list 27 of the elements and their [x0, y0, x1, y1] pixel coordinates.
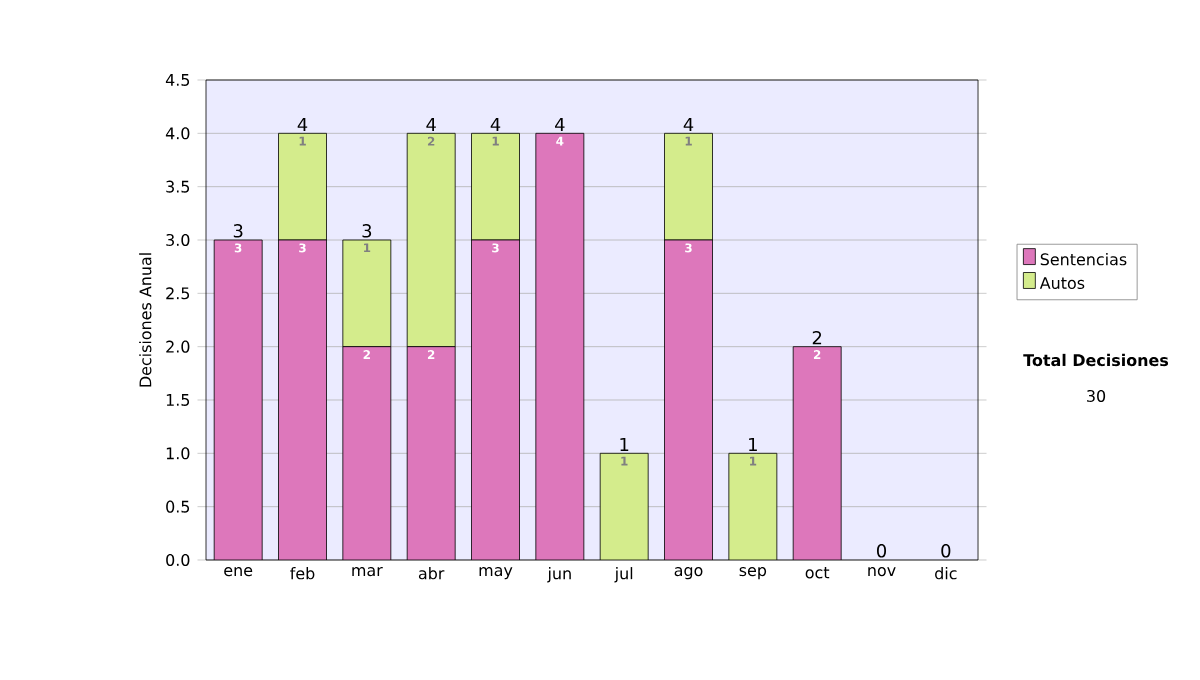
bar — [406, 346, 456, 560]
total-label: 1 — [749, 437, 757, 451]
bar — [664, 132, 713, 241]
total-label: 4 — [490, 117, 501, 131]
total-label: 3 — [362, 224, 372, 238]
total-label: 1 — [620, 437, 629, 451]
bar — [599, 452, 649, 560]
bar — [278, 132, 327, 241]
total-label: 0 — [941, 544, 951, 558]
total-label: 2 — [812, 330, 822, 345]
bar — [471, 132, 520, 241]
total-label: 4 — [555, 117, 565, 131]
bar — [213, 239, 263, 560]
bar — [728, 452, 778, 560]
bar — [278, 239, 327, 560]
total-label: 4 — [426, 117, 436, 131]
bar — [342, 239, 392, 348]
total-label: 3 — [233, 224, 243, 238]
total-label: 0 — [876, 544, 887, 558]
bar — [342, 346, 392, 560]
bar — [535, 132, 585, 560]
bar — [792, 346, 842, 560]
bar — [406, 132, 456, 348]
total-label: 4 — [297, 117, 308, 131]
bar — [664, 239, 713, 560]
total-label: 4 — [683, 117, 694, 131]
bar — [471, 239, 520, 560]
